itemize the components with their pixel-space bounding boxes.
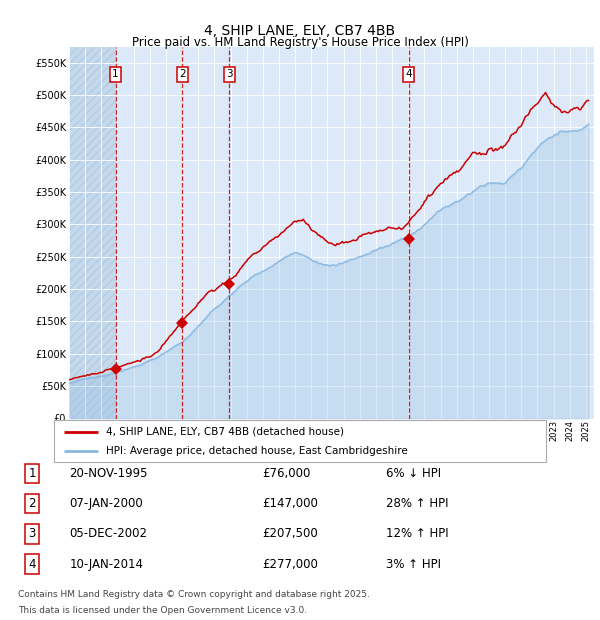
Text: £76,000: £76,000: [263, 467, 311, 480]
Text: 2: 2: [28, 497, 36, 510]
Bar: [69, 46, 116, 419]
Text: 3% ↑ HPI: 3% ↑ HPI: [386, 557, 442, 570]
Text: Contains HM Land Registry data © Crown copyright and database right 2025.: Contains HM Land Registry data © Crown c…: [18, 590, 370, 600]
Text: 1: 1: [112, 69, 119, 79]
FancyBboxPatch shape: [54, 420, 546, 462]
Text: 2: 2: [179, 69, 186, 79]
Text: 07-JAN-2000: 07-JAN-2000: [70, 497, 143, 510]
Text: Price paid vs. HM Land Registry's House Price Index (HPI): Price paid vs. HM Land Registry's House …: [131, 36, 469, 49]
Text: HPI: Average price, detached house, East Cambridgeshire: HPI: Average price, detached house, East…: [106, 446, 407, 456]
Text: 4: 4: [28, 557, 36, 570]
Text: 4, SHIP LANE, ELY, CB7 4BB (detached house): 4, SHIP LANE, ELY, CB7 4BB (detached hou…: [106, 427, 344, 436]
Text: 4: 4: [406, 69, 412, 79]
Text: 3: 3: [28, 528, 36, 541]
Text: £277,000: £277,000: [263, 557, 319, 570]
Text: 10-JAN-2014: 10-JAN-2014: [70, 557, 143, 570]
Text: 20-NOV-1995: 20-NOV-1995: [70, 467, 148, 480]
Text: 4, SHIP LANE, ELY, CB7 4BB: 4, SHIP LANE, ELY, CB7 4BB: [205, 24, 395, 38]
Text: 3: 3: [226, 69, 233, 79]
Text: 1: 1: [28, 467, 36, 480]
Text: This data is licensed under the Open Government Licence v3.0.: This data is licensed under the Open Gov…: [18, 606, 307, 616]
Text: £207,500: £207,500: [263, 528, 319, 541]
Text: 6% ↓ HPI: 6% ↓ HPI: [386, 467, 442, 480]
Text: 12% ↑ HPI: 12% ↑ HPI: [386, 528, 449, 541]
Text: 05-DEC-2002: 05-DEC-2002: [70, 528, 148, 541]
Text: £147,000: £147,000: [263, 497, 319, 510]
Text: 28% ↑ HPI: 28% ↑ HPI: [386, 497, 449, 510]
